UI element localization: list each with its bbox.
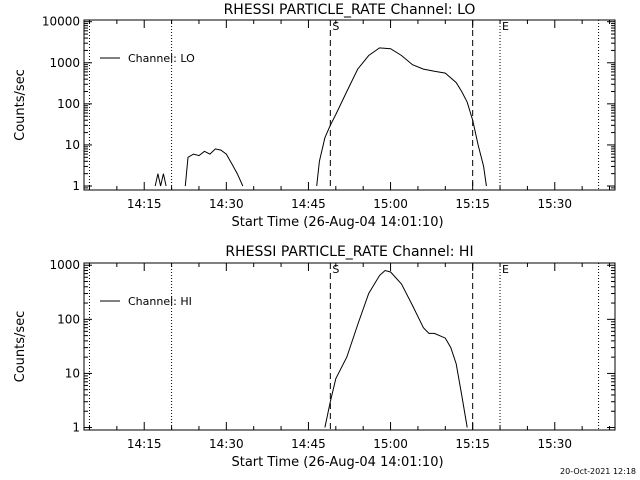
legend-label: Channel: LO <box>128 52 195 65</box>
marker-label: S <box>332 263 339 276</box>
series-line <box>324 269 468 428</box>
x-tick-label: 14:45 <box>291 437 326 451</box>
y-tick-label: 10 <box>65 138 80 152</box>
x-tick-label: 14:45 <box>291 197 326 211</box>
x-tick-label: 14:15 <box>127 197 162 211</box>
y-axis-label: Counts/sec <box>13 311 28 383</box>
y-tick-label: 100 <box>57 97 80 111</box>
y-tick-label: 1000 <box>49 258 80 272</box>
y-tick-label: 10000 <box>42 15 80 29</box>
marker-label: E <box>502 263 509 276</box>
x-tick-label: 14:15 <box>127 437 162 451</box>
y-tick-label: 10 <box>65 366 80 380</box>
plot-frame <box>83 262 616 431</box>
series-line <box>316 47 487 187</box>
chart-panel-1: RHESSI PARTICLE_RATE Channel: LO Start Ti… <box>13 2 616 230</box>
footer-timestamp: 20-Oct-2021 12:18 <box>560 467 636 476</box>
plot-frame <box>83 19 616 191</box>
x-tick-label: 15:00 <box>373 197 408 211</box>
y-tick-label: 100 <box>57 312 80 326</box>
y-tick-label: 1 <box>72 179 80 193</box>
y-tick-label: 1 <box>72 421 80 435</box>
y-tick-label: 1000 <box>49 56 80 70</box>
series-line <box>154 173 167 187</box>
x-tick-label: 15:30 <box>537 437 572 451</box>
x-tick-label: 15:15 <box>455 437 490 451</box>
chart-title: RHESSI PARTICLE_RATE Channel: HI <box>225 244 473 260</box>
x-tick-label: 15:15 <box>455 197 490 211</box>
series-line <box>184 148 244 187</box>
x-axis-label: Start Time (26-Aug-04 14:01:10) <box>231 455 443 470</box>
chart-title: RHESSI PARTICLE_RATE Channel: LO <box>224 2 476 18</box>
x-tick-label: 15:30 <box>537 197 572 211</box>
x-tick-label: 14:30 <box>209 197 244 211</box>
x-tick-label: 14:30 <box>209 437 244 451</box>
marker-label: S <box>332 20 339 33</box>
chart-panel-2: RHESSI PARTICLE_RATE Channel: HI Start Ti… <box>13 244 616 470</box>
legend-label: Channel: HI <box>128 295 192 308</box>
marker-label: E <box>502 20 509 33</box>
y-axis-label: Counts/sec <box>13 69 28 141</box>
x-tick-label: 15:00 <box>373 437 408 451</box>
x-axis-label: Start Time (26-Aug-04 14:01:10) <box>231 215 443 230</box>
